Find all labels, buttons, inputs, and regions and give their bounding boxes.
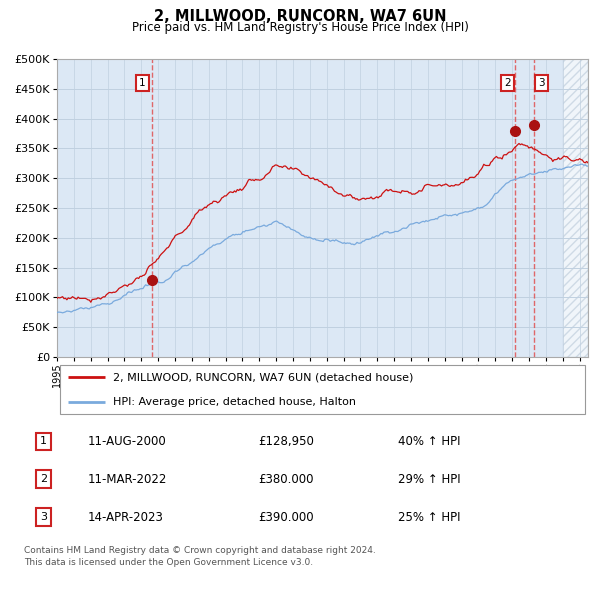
Text: 11-AUG-2000: 11-AUG-2000 (88, 435, 167, 448)
Text: 40% ↑ HPI: 40% ↑ HPI (398, 435, 460, 448)
Text: 3: 3 (538, 78, 545, 88)
Text: 25% ↑ HPI: 25% ↑ HPI (398, 511, 460, 524)
Text: £390.000: £390.000 (259, 511, 314, 524)
Text: Price paid vs. HM Land Registry's House Price Index (HPI): Price paid vs. HM Land Registry's House … (131, 21, 469, 34)
Text: 2, MILLWOOD, RUNCORN, WA7 6UN (detached house): 2, MILLWOOD, RUNCORN, WA7 6UN (detached … (113, 372, 413, 382)
Text: 2: 2 (40, 474, 47, 484)
Text: 14-APR-2023: 14-APR-2023 (88, 511, 164, 524)
Text: 3: 3 (40, 512, 47, 522)
Text: 2, MILLWOOD, RUNCORN, WA7 6UN: 2, MILLWOOD, RUNCORN, WA7 6UN (154, 9, 446, 24)
Text: £380.000: £380.000 (259, 473, 314, 486)
FancyBboxPatch shape (59, 365, 586, 414)
Text: 11-MAR-2022: 11-MAR-2022 (88, 473, 167, 486)
Text: £128,950: £128,950 (259, 435, 314, 448)
Text: 1: 1 (40, 437, 47, 447)
Text: Contains HM Land Registry data © Crown copyright and database right 2024.
This d: Contains HM Land Registry data © Crown c… (24, 546, 376, 566)
Text: HPI: Average price, detached house, Halton: HPI: Average price, detached house, Halt… (113, 396, 356, 407)
Text: 29% ↑ HPI: 29% ↑ HPI (398, 473, 460, 486)
Text: 1: 1 (139, 78, 146, 88)
Text: 2: 2 (505, 78, 511, 88)
